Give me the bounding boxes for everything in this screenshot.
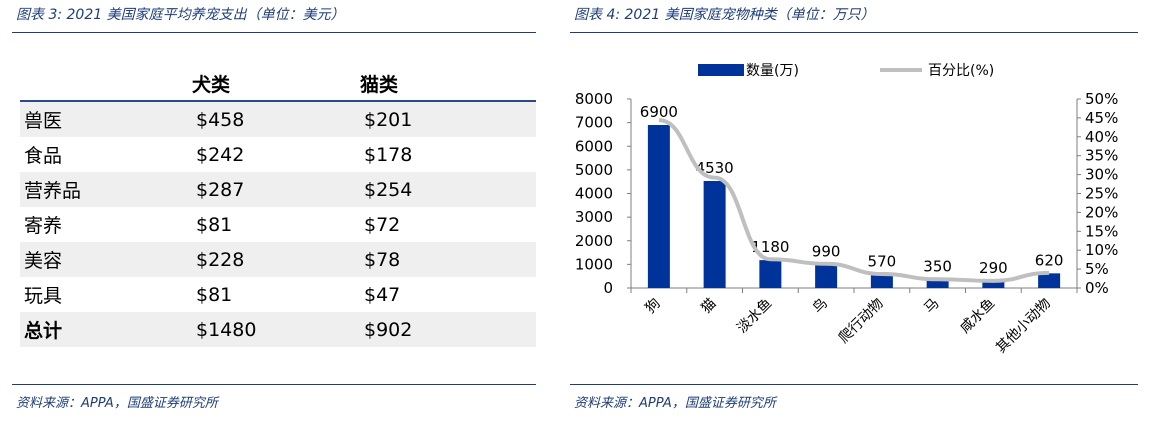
table-header-dog: 犬类	[192, 66, 360, 102]
table-header-cat: 猫类	[360, 66, 536, 102]
bar	[870, 274, 893, 288]
data-label: 290	[979, 259, 1008, 277]
bar	[926, 279, 949, 288]
data-label: 620	[1035, 251, 1064, 269]
cat-value: $902	[360, 312, 536, 347]
source-rule	[570, 384, 1138, 385]
table-row: 玩具 $81 $47	[20, 277, 536, 312]
row-label: 食品	[24, 145, 63, 167]
cat-value: $254	[360, 172, 536, 207]
table-header-blank	[20, 66, 192, 102]
table-header-row: 犬类 猫类	[20, 66, 536, 102]
dog-value: $458	[192, 101, 360, 137]
category-label: 狗	[642, 296, 663, 317]
data-label: 6900	[640, 103, 678, 121]
data-label: 1180	[751, 238, 789, 256]
cat-value: $72	[364, 213, 401, 236]
category-label: 爬行动物	[836, 296, 887, 347]
y2-tick-label: 45%	[1085, 109, 1118, 127]
y-tick-label: 1000	[575, 255, 613, 273]
bar	[982, 281, 1005, 288]
dog-value: $228	[192, 242, 360, 277]
y-tick-label: 8000	[575, 90, 613, 108]
dog-value: $242	[196, 143, 245, 166]
category-label: 其他小动物	[993, 296, 1054, 357]
y-tick-label: 2000	[575, 232, 613, 250]
legend-bar-swatch	[698, 64, 744, 76]
cat-value: $78	[360, 242, 536, 277]
bar	[815, 264, 838, 288]
legend-bar-label: 数量(万)	[746, 63, 799, 79]
cat-value: $178	[364, 143, 413, 166]
pet-count-chart: 0 1000 2000 3000 4000 5000 6000 7000 8000 0%5%10%…	[575, 63, 1119, 357]
bar	[1038, 273, 1061, 288]
legend-line-label: 百分比(%)	[928, 63, 994, 79]
y2-tick-label: 35%	[1085, 147, 1118, 165]
y2-tick-label: 5%	[1085, 260, 1109, 278]
y2-tick-label: 40%	[1085, 128, 1118, 146]
bar	[759, 260, 782, 288]
data-label: 990	[812, 243, 841, 261]
expense-table-panel: 图表 3: 2021 美国家庭平均养宠支出（单位：美元） 犬类 猫类 兽医 $4…	[12, 0, 536, 431]
data-label: 570	[868, 253, 897, 271]
dog-value: $1480	[192, 312, 360, 347]
category-label: 猫	[698, 296, 719, 317]
percent-line	[658, 118, 1050, 283]
table-row: 寄养 $81 $72	[20, 207, 536, 242]
data-label: 4530	[696, 159, 734, 177]
y-tick-label: 0	[603, 279, 613, 297]
row-label: 美容	[20, 242, 192, 277]
row-label: 总计	[20, 312, 192, 347]
source-note: 资料来源：APPA，国盛证券研究所	[16, 396, 218, 411]
title-rule	[570, 32, 1138, 33]
category-label: 咸水鱼	[956, 295, 998, 337]
bar	[647, 124, 670, 288]
row-label: 营养品	[20, 172, 192, 207]
bar	[703, 180, 726, 288]
dog-value: $81	[196, 283, 233, 306]
category-label: 淡水鱼	[733, 295, 775, 337]
expense-table: 犬类 猫类 兽医 $458 $201 食品 $242 $178 营养品 $287…	[20, 66, 536, 347]
category-label: 马	[921, 296, 942, 317]
y-tick-label: 5000	[575, 161, 613, 179]
y2-tick-label: 0%	[1085, 279, 1109, 297]
data-label: 350	[923, 258, 952, 276]
y-tick-label: 4000	[575, 185, 613, 203]
figure-4-title: 图表 4: 2021 美国家庭宠物种类（单位：万只）	[574, 7, 875, 23]
y2-tick-label: 15%	[1085, 222, 1118, 240]
y-tick-label: 3000	[575, 208, 613, 226]
y2-tick-label: 20%	[1085, 203, 1118, 221]
row-label: 玩具	[24, 285, 63, 307]
title-rule	[12, 32, 536, 33]
row-label: 兽医	[20, 101, 192, 137]
table-row: 食品 $242 $178	[20, 137, 536, 172]
y-tick-label: 6000	[575, 137, 613, 155]
source-rule	[12, 384, 536, 385]
row-label: 寄养	[24, 215, 63, 237]
table-row: 营养品 $287 $254	[20, 172, 536, 207]
figure-3-title: 图表 3: 2021 美国家庭平均养宠支出（单位：美元）	[16, 7, 345, 23]
table-row: 兽医 $458 $201	[20, 101, 536, 137]
category-label: 鸟	[810, 296, 831, 317]
y2-tick-label: 50%	[1085, 90, 1118, 108]
dog-value: $287	[192, 172, 360, 207]
source-note: 资料来源：APPA，国盛证券研究所	[574, 396, 776, 411]
y2-tick-label: 10%	[1085, 241, 1118, 259]
y-tick-label: 7000	[575, 114, 613, 132]
pet-chart-panel: 图表 4: 2021 美国家庭宠物种类（单位：万只） 0 1000 2000 3000…	[570, 0, 1140, 431]
dog-value: $81	[196, 213, 233, 236]
cat-value: $47	[364, 283, 401, 306]
table-row-total: 总计 $1480 $902	[20, 312, 536, 347]
table-row: 美容 $228 $78	[20, 242, 536, 277]
cat-value: $201	[360, 101, 536, 137]
y2-tick-label: 25%	[1085, 185, 1118, 203]
y2-tick-label: 30%	[1085, 166, 1118, 184]
